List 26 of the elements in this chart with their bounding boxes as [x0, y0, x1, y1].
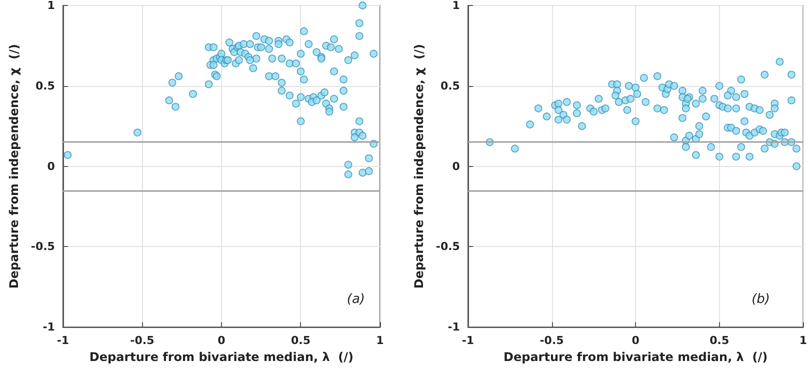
y-tick-label: 0: [47, 160, 56, 173]
y-tick-label: 0: [452, 160, 460, 173]
y-axis-title: Departure from independence, χ (/): [412, 44, 426, 289]
x-tick-label: 1: [376, 334, 384, 348]
y-tick-label: 0.5: [440, 79, 460, 92]
x-tick-label: 0.5: [710, 334, 730, 348]
y-tick-label: -1: [448, 320, 460, 334]
x-tick-label: -1: [56, 334, 70, 348]
x-tick-label: 0.5: [290, 334, 310, 348]
y-tick-label: 0.5: [35, 79, 55, 92]
y-axis-title: Departure from independence, χ (/): [7, 44, 21, 289]
x-tick-label: 1: [799, 334, 807, 348]
annotation: (b): [752, 292, 770, 307]
y-tick-label: -0.5: [436, 240, 460, 254]
y-tick-label: 1: [47, 0, 55, 12]
x-tick-label: -0.5: [130, 334, 154, 348]
y-tick-label: -1: [42, 320, 55, 334]
x-tick-label: 0: [218, 334, 226, 348]
x-axis-title: Departure from bivariate median, λ (/): [89, 350, 354, 364]
y-tick-label: 1: [452, 0, 460, 12]
y-tick-label: -0.5: [30, 240, 55, 254]
x-tick-label: -0.5: [540, 334, 564, 348]
x-axis-title: Departure from bivariate median, λ (/): [504, 350, 768, 364]
x-tick-label: -1: [462, 334, 474, 348]
annotation: (a): [346, 292, 366, 307]
x-tick-label: 0: [632, 334, 640, 348]
